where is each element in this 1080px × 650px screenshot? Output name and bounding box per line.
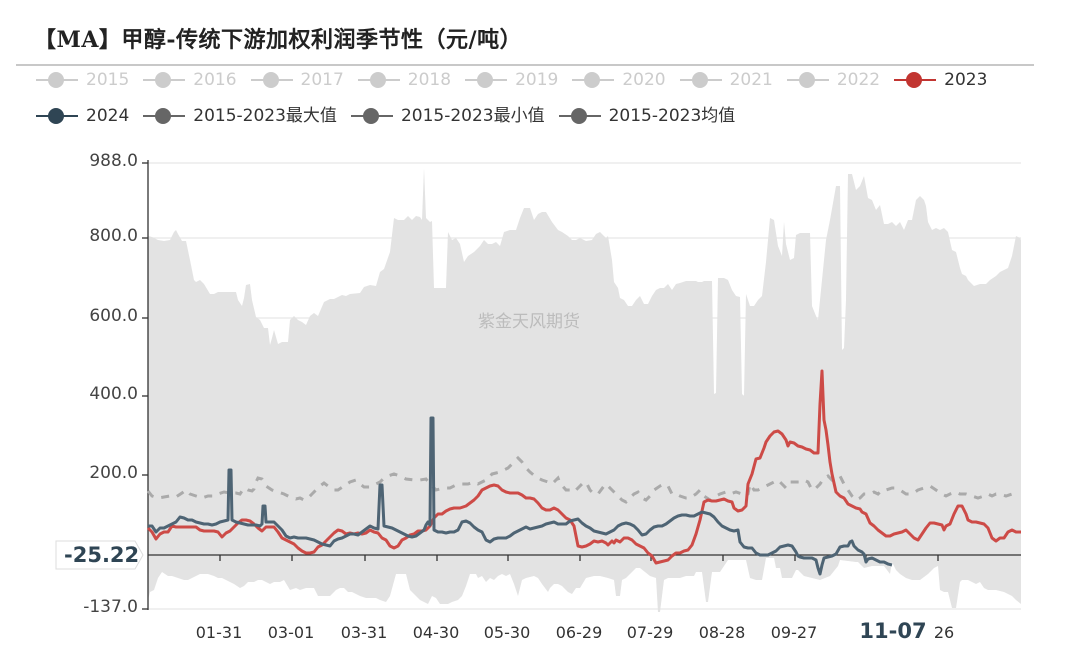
chart-title: 【MA】甲醇-传统下游加权利润季节性（元/吨） [34, 27, 523, 53]
x-tick-label: 09-27 [770, 623, 818, 642]
y-tick-label: 200.0 [89, 463, 138, 483]
legend-row-1: 2015 2016 2017 2018 2019 2020 2021 2022 … [36, 70, 1001, 90]
legend-item-2018[interactable]: 2018 [357, 70, 451, 90]
y-pointer-box [55, 540, 144, 570]
legend-marker-icon [679, 70, 722, 90]
legend-item-2024[interactable]: 2024 [36, 106, 129, 126]
x-tick-label: 04-30 [412, 623, 460, 642]
legend-marker-icon [250, 70, 293, 90]
x-tick-label: 03-01 [267, 623, 315, 642]
x-tick-label: 08-28 [698, 623, 746, 642]
x-tick-label: 26 [933, 623, 955, 642]
legend-item-mean[interactable]: 2015-2023均值 [558, 106, 735, 126]
legend-item-2019[interactable]: 2019 [465, 70, 558, 90]
series-2023-line [146, 369, 1021, 565]
legend-marker-icon [894, 70, 937, 90]
legend-marker-icon [357, 70, 400, 90]
legend-marker-icon [36, 70, 78, 90]
y-tick-label: 988.0 [89, 151, 138, 171]
x-tick-label: 01-31 [195, 623, 243, 642]
legend-item-2017[interactable]: 2017 [250, 70, 344, 90]
y-tick-label: 800.0 [89, 226, 138, 246]
title-divider [16, 64, 1034, 66]
legend-marker-icon [143, 70, 186, 90]
legend-item-2020[interactable]: 2020 [572, 70, 666, 90]
x-tick-label: 07-29 [626, 623, 674, 642]
legend-marker-icon [786, 70, 829, 90]
max-min-band [148, 168, 1021, 612]
y-tick-label: 400.0 [89, 384, 138, 404]
legend-item-2022[interactable]: 2022 [786, 70, 880, 90]
legend-item-min[interactable]: 2015-2023最小值 [350, 106, 545, 126]
legend-marker-icon [350, 106, 393, 126]
y-axis-ticks [142, 162, 148, 610]
legend-item-2015[interactable]: 2015 [36, 70, 129, 90]
legend-row-2: 2024 2015-2023最大值 2015-2023最小值 2015-2023… [36, 106, 749, 126]
legend-item-2021[interactable]: 2021 [679, 70, 773, 90]
mean-line [146, 455, 1019, 504]
legend-marker-icon [143, 106, 186, 126]
legend-marker-icon [558, 106, 601, 126]
legend-marker-icon [465, 70, 508, 90]
x-tick-label: 06-29 [555, 623, 603, 642]
y-pointer-value: -25.22 [64, 543, 140, 567]
legend-item-2016[interactable]: 2016 [143, 70, 237, 90]
x-tick-label: 03-31 [340, 623, 388, 642]
legend-marker-icon [572, 70, 615, 90]
watermark: 紫金天风期货 [478, 312, 580, 332]
y-tick-label: 600.0 [89, 306, 138, 326]
legend-item-2023[interactable]: 2023 [894, 70, 987, 90]
legend-item-max[interactable]: 2015-2023最大值 [143, 106, 337, 126]
legend-marker-icon [36, 106, 78, 126]
x-pointer-label: 11-07 [859, 619, 927, 643]
x-tick-label: 05-30 [483, 623, 531, 642]
y-tick-label: -137.0 [83, 597, 138, 617]
series-2024-line [148, 416, 893, 576]
